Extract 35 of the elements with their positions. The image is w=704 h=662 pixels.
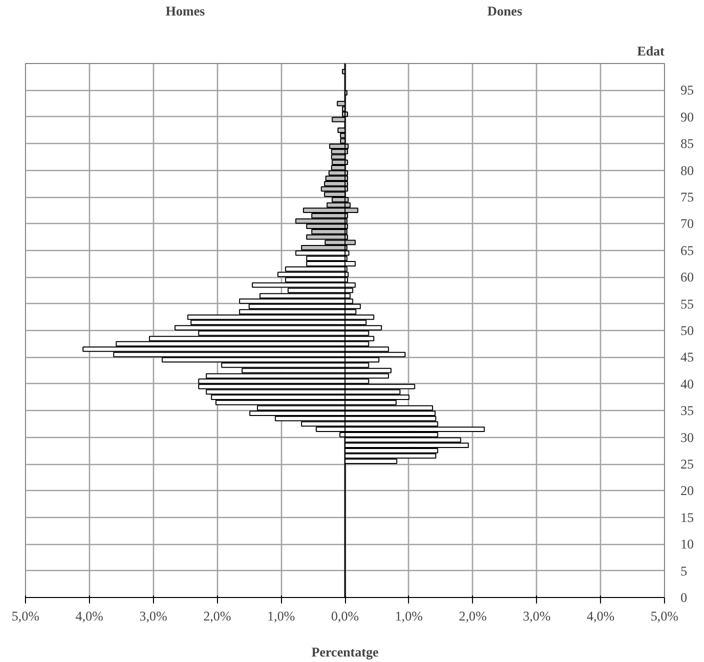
x-tick-label: 2,0% <box>203 608 232 624</box>
y-tick-label: 95 <box>680 82 694 98</box>
y-tick-label: 10 <box>680 536 694 552</box>
text: Homes <box>166 4 205 18</box>
x-tick-label: 4,0% <box>76 608 104 624</box>
y-tick-label: 15 <box>680 510 694 525</box>
y-tick-label: 20 <box>680 483 694 498</box>
y-tick-label: 65 <box>680 242 694 258</box>
x-tick-label: 1,0% <box>267 608 295 624</box>
x-tick-label: 5,0% <box>650 608 678 624</box>
y-tick-label: 0 <box>680 590 688 605</box>
y-axis-title: Edat <box>637 44 666 58</box>
y-tick-label: 40 <box>680 376 694 392</box>
y-tick-label: 55 <box>680 296 694 312</box>
text: Dones <box>487 4 522 18</box>
y-tick-label: 70 <box>680 216 694 232</box>
x-tick-label: 1,0% <box>395 608 423 624</box>
x-tick-label: 3,0% <box>522 608 551 624</box>
y-tick-label: 50 <box>680 323 694 338</box>
y-tick-label: 25 <box>680 456 694 472</box>
y-tick-label: 75 <box>680 190 694 204</box>
x-axis-title: Percentatge <box>311 644 379 660</box>
y-tick-label: 80 <box>680 162 694 178</box>
x-tick-label: 4,0% <box>586 608 614 624</box>
y-tick-label: 90 <box>680 109 694 124</box>
x-tick-label: 3,0% <box>139 608 168 624</box>
y-tick-label: 85 <box>680 136 694 152</box>
x-tick-label: 2,0% <box>458 608 487 624</box>
y-tick-label: 60 <box>680 270 694 285</box>
y-tick-label: 35 <box>680 403 694 418</box>
y-tick-label: 30 <box>680 430 694 445</box>
y-tick-label: 45 <box>680 350 694 365</box>
y-tick-label: 5 <box>680 563 688 578</box>
x-tick-label: 0,0% <box>331 608 359 624</box>
x-tick-label: 5,0% <box>12 608 40 624</box>
